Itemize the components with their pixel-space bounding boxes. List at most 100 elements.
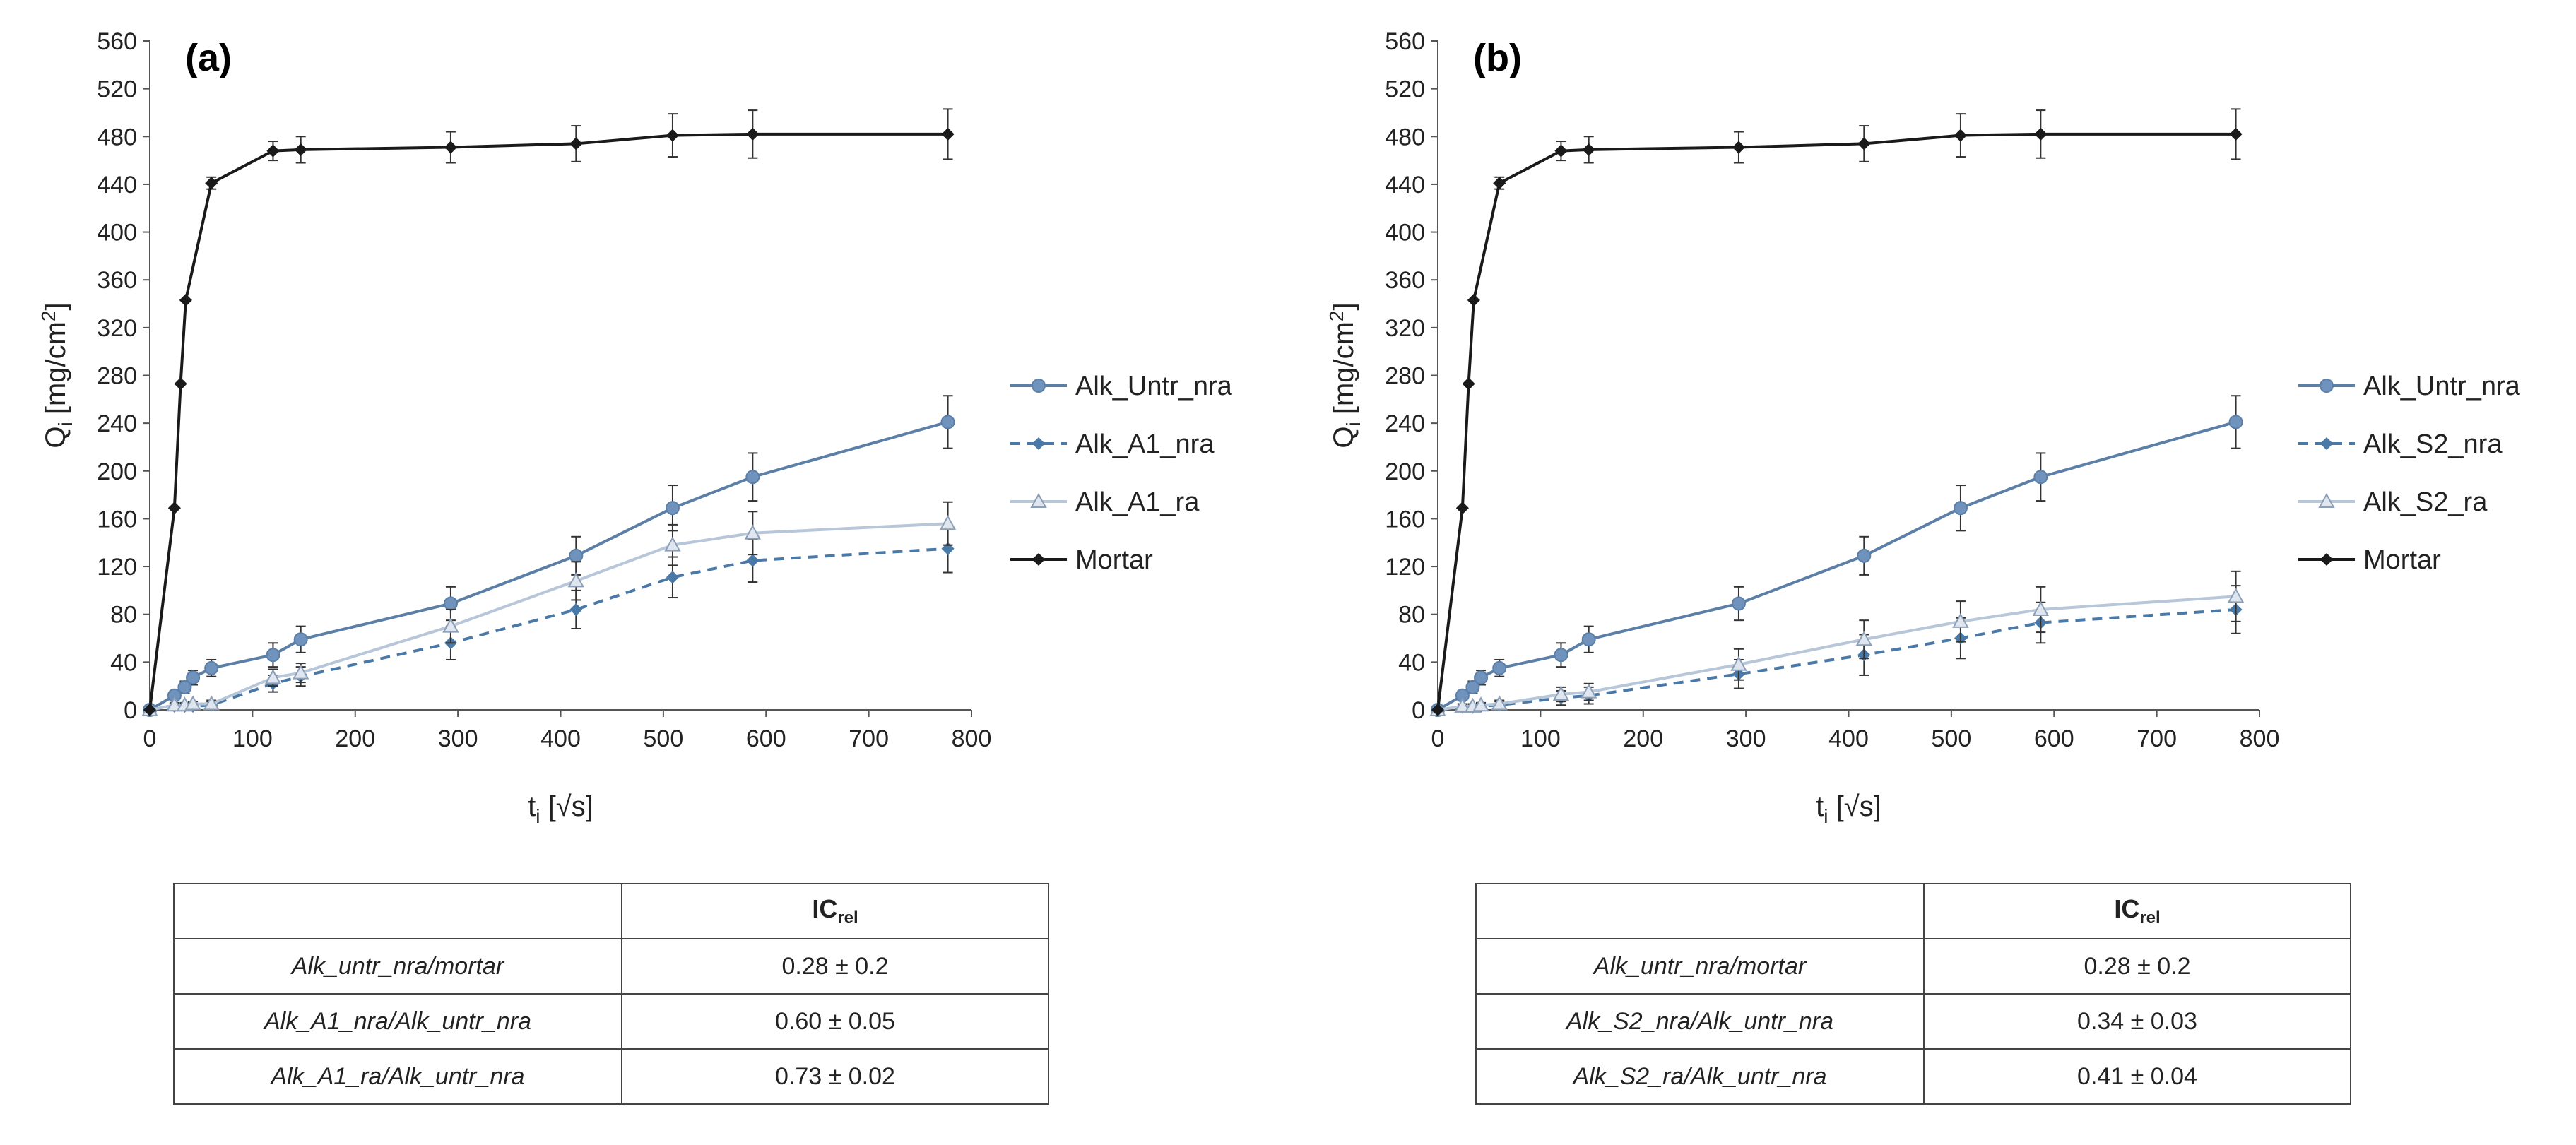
y-tick-label: 440 <box>1385 172 1425 198</box>
chart-b: 0 40 80 120 160 200 240 280 320 360 400 440 480 520 56… <box>1325 28 2521 827</box>
y-tick-label: 320 <box>97 315 137 342</box>
x-axis-title: ti [√s] <box>1816 791 1881 827</box>
data-point <box>1730 655 1747 671</box>
data-point <box>941 542 955 555</box>
y-tick-label: 0 <box>124 697 137 724</box>
data-point <box>664 536 681 552</box>
x-tick-label: 700 <box>849 725 889 752</box>
data-point <box>2032 600 2050 616</box>
legend-swatch-marker <box>2320 379 2334 393</box>
x-tick-label: 300 <box>1726 725 1766 752</box>
data-point <box>266 144 280 158</box>
ic-table-header-row: ICrel <box>1475 883 2351 939</box>
y-axis-title-sup: 2 <box>37 310 59 321</box>
data-point <box>569 137 583 150</box>
y-tick-label: 120 <box>97 554 137 581</box>
data-point <box>1431 703 1445 717</box>
legend-label: Alk_A1_ra <box>1075 487 1200 517</box>
legend-item: Alk_A1_nra <box>1010 429 1215 459</box>
data-point <box>204 660 219 675</box>
ic-table-header: ICrel <box>1923 883 2351 939</box>
legend-label: Alk_Untr_nra <box>2363 372 2521 401</box>
series-Mortar <box>1431 108 2243 717</box>
ratio-label: Alk_S2_ra/Alk_untr_nra <box>1475 1048 1925 1105</box>
ratio-value: 0.73 ± 0.02 <box>621 1048 1049 1105</box>
x-tick-label: 100 <box>232 725 273 752</box>
y-tick-label: 320 <box>1385 315 1425 342</box>
ratio-value: 0.41 ± 0.04 <box>1923 1048 2351 1105</box>
data-point <box>1474 670 1489 685</box>
x-axis-title-main: t <box>1816 791 1824 822</box>
data-point <box>2227 588 2245 603</box>
series-Alk_Untr_nra <box>1431 395 2243 717</box>
data-point <box>745 470 760 485</box>
ratio-value: 0.28 ± 0.2 <box>1923 938 2351 995</box>
y-axis-title-end: ] <box>40 302 71 310</box>
y-axis-title: Qi [mg/cm2] <box>1325 302 1364 448</box>
x-axis-title-main: t <box>528 791 536 822</box>
data-point <box>444 141 458 154</box>
x-tick-label: 500 <box>1932 725 1972 752</box>
series-Alk_A1_ra <box>141 501 957 716</box>
ic-header-sub: rel <box>837 908 858 928</box>
data-point <box>1953 501 1968 516</box>
ic-table-header-row: ICrel <box>173 883 1049 939</box>
legend-item: Mortar <box>1010 545 1153 575</box>
y-tick-label: 240 <box>1385 410 1425 437</box>
legend-item: Alk_S2_nra <box>2298 429 2503 459</box>
table-row: Alk_A1_nra/Alk_untr_nra 0.60 ± 0.05 <box>173 993 1049 1050</box>
x-tick-label: 500 <box>644 725 684 752</box>
panel-label: (b) <box>1473 37 1522 79</box>
data-point <box>174 377 187 391</box>
data-point <box>746 127 760 141</box>
ic-table-header-empty <box>1475 883 1925 939</box>
data-point <box>746 554 760 567</box>
data-point <box>1465 680 1480 694</box>
x-tick-label: 200 <box>335 725 375 752</box>
y-tick-label: 120 <box>1385 554 1425 581</box>
legend-label: Alk_A1_nra <box>1075 429 1215 459</box>
data-point <box>2034 127 2048 141</box>
legend-item: Alk_S2_ra <box>2298 487 2488 517</box>
data-point <box>941 127 955 141</box>
data-point <box>744 524 762 540</box>
data-point <box>665 501 680 516</box>
data-point <box>567 572 585 588</box>
data-point <box>666 571 680 584</box>
y-tick-label: 40 <box>1398 649 1425 676</box>
data-point <box>2229 127 2243 141</box>
x-tick-label: 400 <box>1828 725 1869 752</box>
ic-header-main: IC <box>2114 894 2140 923</box>
y-tick-label: 560 <box>1385 28 1425 55</box>
data-point <box>2033 470 2048 485</box>
y-axis-title: Qi [mg/cm2] <box>37 302 76 448</box>
data-point <box>1581 632 1596 647</box>
ratio-value: 0.28 ± 0.2 <box>621 938 1049 995</box>
x-axis-title-unit: [√s] <box>1828 791 1881 822</box>
y-tick-label: 200 <box>1385 458 1425 485</box>
table-row: Alk_S2_ra/Alk_untr_nra 0.41 ± 0.04 <box>1475 1048 2351 1105</box>
data-point <box>1467 293 1480 307</box>
x-axis-title-sub: i <box>536 805 540 827</box>
legend-label: Mortar <box>2363 545 2441 575</box>
legend-swatch-marker <box>1032 552 1046 566</box>
y-tick-label: 240 <box>97 410 137 437</box>
data-point <box>1491 695 1508 711</box>
y-tick-label: 280 <box>97 363 137 390</box>
panel-label: (a) <box>185 37 232 79</box>
legend-item: Alk_A1_ra <box>1010 487 1200 517</box>
x-tick-label: 600 <box>746 725 786 752</box>
data-point <box>1732 141 1746 154</box>
data-point <box>205 177 218 190</box>
legend-item: Mortar <box>2298 545 2441 575</box>
y-axis-title-main: Q <box>1328 427 1359 449</box>
x-tick-label: 200 <box>1623 725 1663 752</box>
y-tick-label: 160 <box>1385 506 1425 533</box>
y-tick-label: 520 <box>1385 76 1425 103</box>
y-tick-label: 80 <box>1398 602 1425 629</box>
ic-table-header: ICrel <box>621 883 1049 939</box>
data-point <box>166 696 183 712</box>
data-point <box>1454 697 1471 713</box>
legend-label: Alk_S2_ra <box>2363 487 2488 517</box>
table-row: Alk_untr_nra/mortar 0.28 ± 0.2 <box>173 938 1049 995</box>
